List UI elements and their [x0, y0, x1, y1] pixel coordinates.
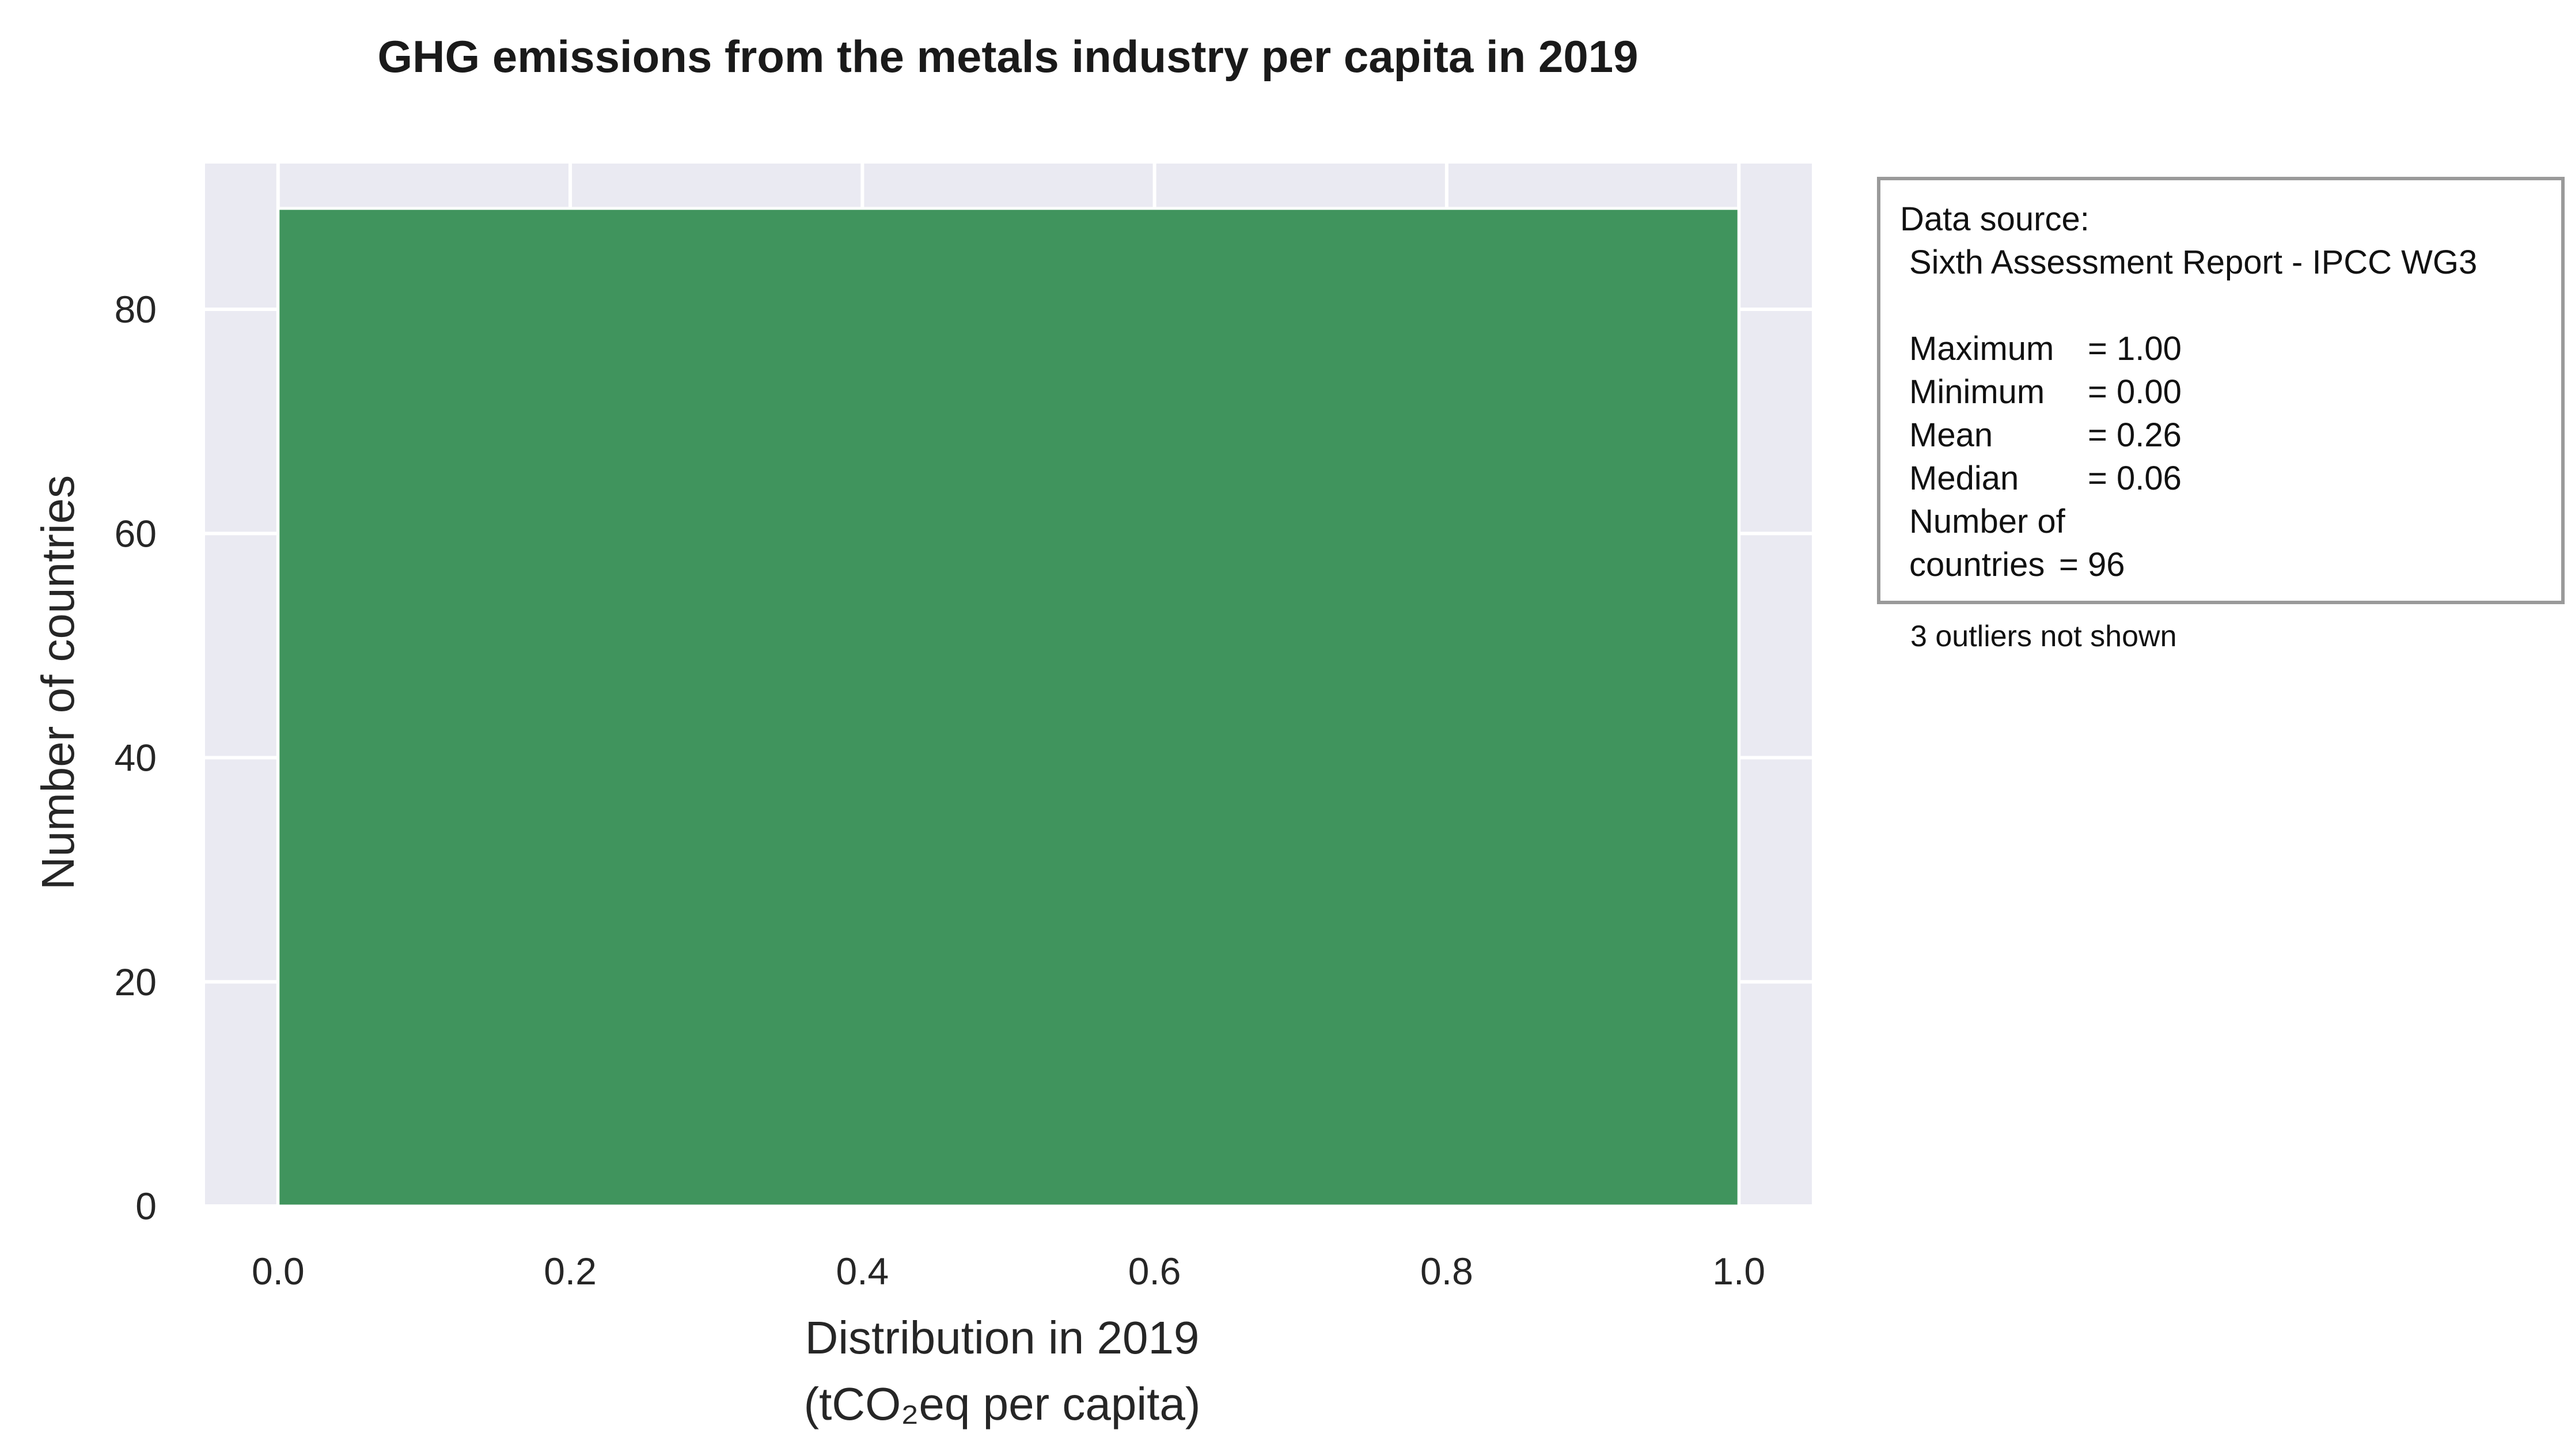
stat-value: = 0.06 — [2088, 460, 2182, 497]
data-source-label: Data source: — [1900, 200, 2089, 238]
outliers-note: 3 outliers not shown — [1910, 620, 2177, 653]
stat-row: Minimum = 0.00 — [1900, 370, 2561, 414]
stat-name: countries — [1909, 546, 2045, 583]
statistics-box: Data source: Sixth Assessment Report - I… — [1877, 177, 2565, 604]
x-tick-label: 0.8 — [1420, 1250, 1473, 1292]
x-tick-label: 0.6 — [1128, 1250, 1181, 1292]
y-tick-label: 80 — [115, 288, 157, 331]
histogram-bars — [276, 207, 1740, 1208]
y-tick-label: 40 — [115, 737, 157, 779]
y-tick-label: 20 — [115, 961, 157, 1003]
chart-title: GHG emissions from the metals industry p… — [377, 31, 1638, 82]
x-axis-label-line2: (tCO₂eq per capita) — [803, 1378, 1200, 1430]
stat-row-countries: countries = 96 — [1900, 543, 2561, 586]
stat-row: Mean = 0.26 — [1900, 414, 2561, 457]
stat-row: Median = 0.06 — [1900, 457, 2561, 500]
stat-name: Median — [1909, 460, 2019, 497]
stat-list: Maximum = 1.00 Minimum = 0.00 Mean = 0.26 Medi… — [1900, 327, 2561, 500]
x-tick-label: 1.0 — [1712, 1250, 1765, 1292]
y-tick-label: 0 — [135, 1185, 157, 1227]
stat-row: Maximum = 1.00 — [1900, 327, 2561, 370]
x-tick-label: 0.0 — [252, 1250, 305, 1292]
x-tick-labels: 0.0 0.2 0.4 0.6 0.8 1.0 — [252, 1250, 1765, 1292]
y-tick-label: 60 — [115, 512, 157, 555]
stat-value: = 0.26 — [2088, 416, 2182, 454]
y-axis-label: Number of countries — [32, 475, 84, 890]
countries-label-line1: Number of — [1909, 503, 2065, 540]
stat-name: Mean — [1909, 416, 1993, 454]
stat-value: = 96 — [2059, 546, 2125, 583]
stat-value: = 1.00 — [2088, 330, 2182, 367]
x-tick-label: 0.4 — [836, 1250, 889, 1292]
stat-value: = 0.00 — [2088, 373, 2182, 411]
stat-name: Minimum — [1909, 373, 2045, 411]
x-tick-label: 0.2 — [544, 1250, 597, 1292]
histogram-bar — [276, 207, 1740, 1208]
stat-name: Maximum — [1909, 330, 2054, 367]
data-source-value: Sixth Assessment Report - IPCC WG3 — [1909, 244, 2478, 281]
spacer — [1900, 284, 2561, 327]
x-axis-label-line1: Distribution in 2019 — [805, 1312, 1200, 1363]
y-tick-labels: 0 20 40 60 80 — [115, 288, 157, 1227]
